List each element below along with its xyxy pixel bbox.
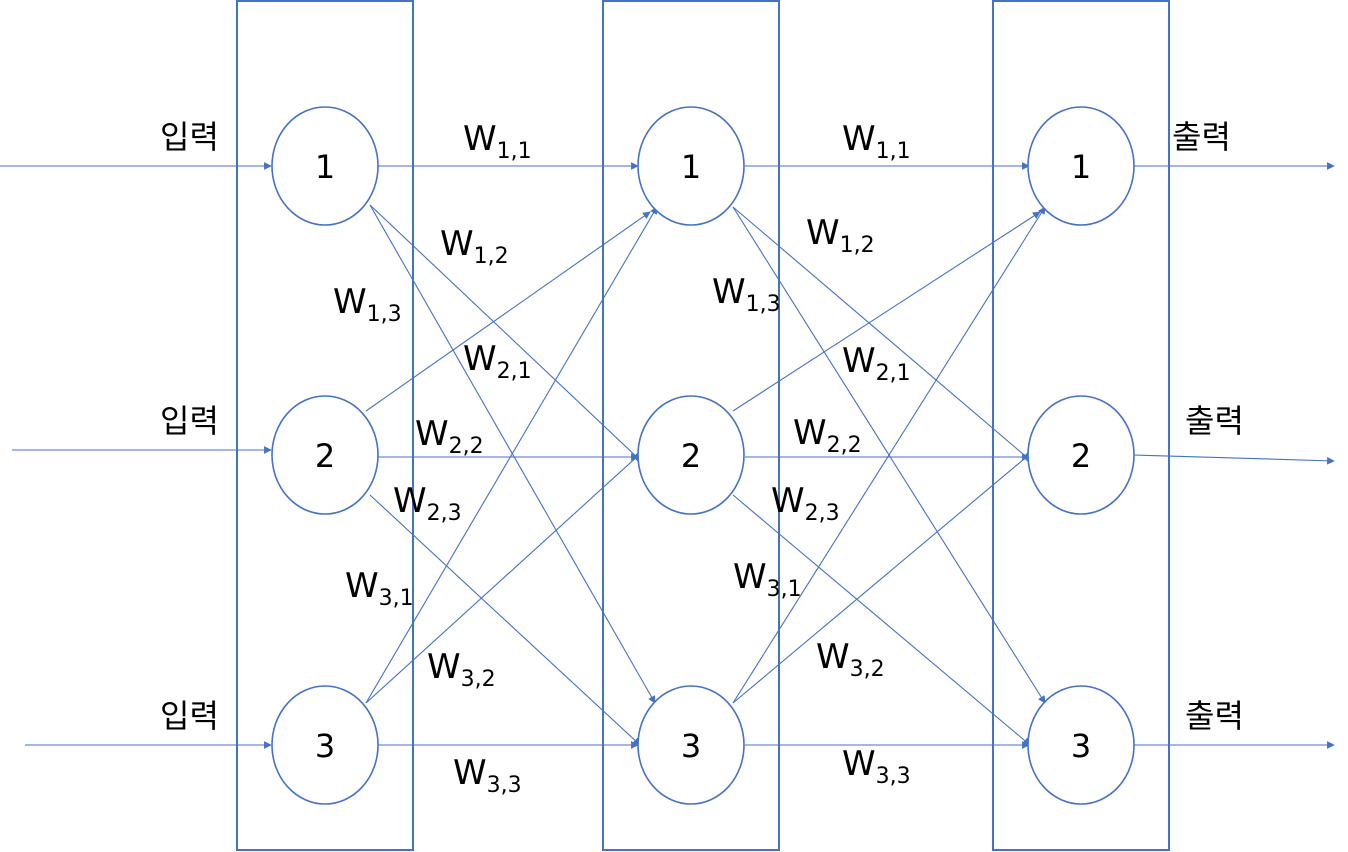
output-node-3-label: 3	[1071, 727, 1091, 765]
hidden-node-3-label: 3	[681, 727, 701, 765]
weight-label-l2-w12: W1,2	[806, 213, 875, 258]
weight-label-l2-w21: W2,1	[842, 341, 911, 386]
weight-label-l2-w31: W3,1	[733, 557, 802, 602]
weight-label-l1-w33: W3,3	[453, 753, 522, 798]
output-label-3: 출력	[1185, 697, 1244, 735]
hidden-node-1-label: 1	[681, 148, 701, 186]
hidden-node-2-label: 2	[681, 437, 701, 475]
weight-label-l1-w21: W2,1	[463, 339, 532, 384]
weight-label-l2-w23: W2,3	[771, 481, 840, 526]
edge-l2-1-2	[733, 207, 1030, 460]
weight-label-l1-w22: W2,2	[415, 414, 484, 459]
weight-label-l1-w32: W3,2	[427, 647, 496, 692]
weight-label-l1-w11: W1,1	[463, 119, 532, 164]
weight-label-l1-w13: W1,3	[333, 282, 402, 327]
weight-label-l2-w22: W2,2	[793, 413, 862, 458]
input-node-3-label: 3	[315, 727, 335, 765]
weight-label-l2-w13: W1,3	[712, 272, 781, 317]
weight-label-l1-w12: W1,2	[440, 224, 509, 269]
input-node-1-label: 1	[315, 148, 335, 186]
output-node-1-label: 1	[1071, 148, 1091, 186]
output-label-2: 출력	[1185, 402, 1244, 440]
output-node-2-label: 2	[1071, 437, 1091, 475]
edge-l2-2-3	[733, 495, 1030, 745]
weight-label-l1-w31: W3,1	[345, 566, 414, 611]
weight-label-l1-w23: W2,3	[393, 481, 462, 526]
weight-label-l2-w11: W1,1	[842, 119, 911, 164]
input-label-2: 입력	[160, 402, 219, 440]
weight-label-l2-w33: W3,3	[842, 744, 911, 789]
input-node-2-label: 2	[315, 437, 335, 475]
output-arrow-2	[1134, 455, 1334, 461]
input-label-3: 입력	[160, 697, 219, 735]
output-label-1: 출력	[1172, 118, 1231, 156]
input-label-1: 입력	[160, 118, 219, 156]
edge-l1-2-3	[370, 495, 640, 745]
weight-label-l2-w32: W3,2	[816, 637, 885, 682]
edge-l1-3-1	[366, 207, 657, 703]
